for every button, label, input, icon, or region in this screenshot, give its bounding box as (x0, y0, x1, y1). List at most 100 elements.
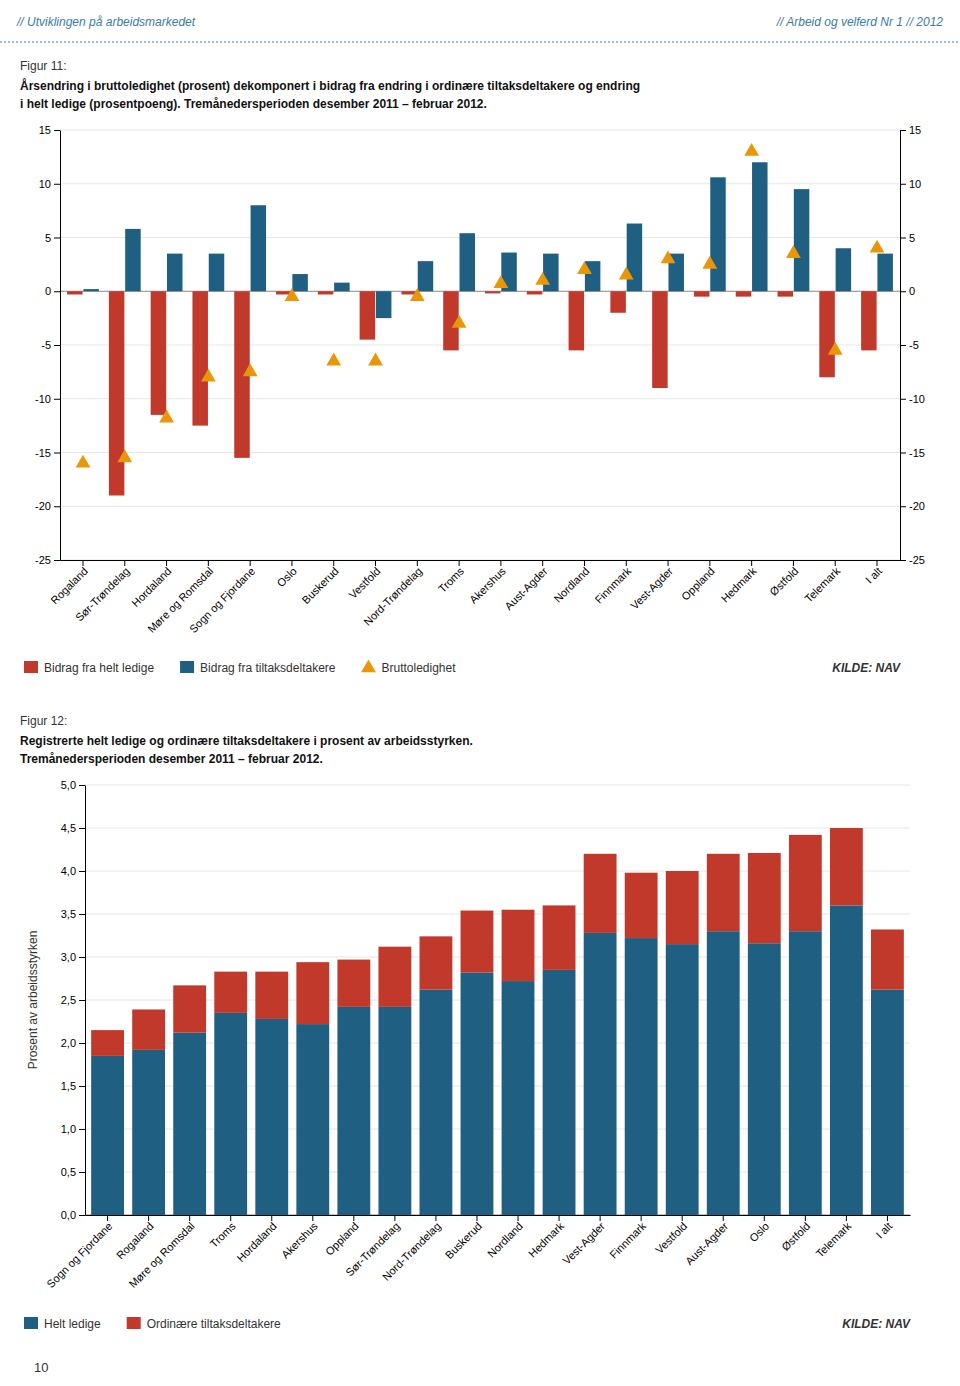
legend-label: Ordinære tiltaksdeltakere (147, 1317, 281, 1331)
grid-line (85, 871, 910, 872)
point-series (76, 143, 885, 468)
tick-mark (208, 560, 209, 566)
legend-label: Helt ledige (44, 1317, 101, 1331)
tick-mark (584, 560, 585, 566)
tick-mark (54, 506, 60, 507)
tick: -15 (35, 447, 60, 459)
legend-item: Bidrag fra tiltaksdeltakere (180, 661, 336, 675)
bar (861, 291, 876, 350)
tick-mark (459, 560, 460, 566)
grid-line (85, 1000, 910, 1001)
legend-item: Helt ledige (24, 1317, 101, 1331)
title: Figur 12: (20, 714, 67, 728)
tick-mark (518, 1215, 519, 1221)
tick: 0,5 (61, 1166, 85, 1178)
grid-line (85, 957, 910, 958)
legend-swatch (180, 661, 194, 673)
tick-label: Rogaland (114, 1220, 156, 1262)
tick-label: Nord-Trøndelag (361, 565, 424, 628)
x-axis: RogalandSør-TrøndelagHordalandMøre og Ro… (48, 560, 900, 635)
tick: Møre og Romsdal (126, 1215, 196, 1290)
bar (214, 972, 247, 1013)
grid-line (60, 345, 900, 346)
tick-label: Sogn og Fjordane (187, 565, 257, 635)
tick-label: Vestfold (653, 1220, 689, 1256)
grid-line (60, 398, 900, 399)
tick-label: Nord-Trøndelag (380, 1220, 443, 1283)
tick-label: Hedmark (526, 1219, 566, 1259)
tick: 1,0 (61, 1123, 85, 1135)
bar (625, 938, 658, 1215)
legend: Helt ledige Ordinære tiltaksdeltakere (24, 1317, 281, 1331)
tick-label: -10 (909, 393, 925, 405)
tick-label: 1,0 (61, 1123, 76, 1135)
bar (819, 291, 834, 377)
bar (584, 854, 617, 933)
tick-label: Aust-Agder (683, 1220, 731, 1268)
bar (707, 931, 740, 1215)
grid-line (85, 1129, 910, 1130)
bar (627, 224, 642, 292)
bar (167, 254, 182, 292)
bar (871, 990, 904, 1215)
tick-mark (54, 399, 60, 400)
tick-label: Møre og Romsdal (126, 1220, 196, 1290)
point (159, 410, 174, 423)
header-rule (0, 42, 960, 43)
bar (420, 936, 453, 989)
tick-mark (682, 1215, 683, 1221)
tick: -5 (900, 339, 919, 351)
tick-mark (79, 914, 85, 915)
grid (60, 130, 900, 560)
y-axis-title: Prosent av arbeidsstyrken (26, 931, 40, 1070)
footer: 10 (34, 1360, 48, 1375)
tick-mark (148, 1215, 149, 1221)
legend-item: Bruttoledighet (361, 659, 456, 675)
tick: Telemark (813, 1215, 853, 1260)
tick: Troms (207, 1215, 238, 1250)
tick: -20 (35, 500, 60, 512)
tick-mark (435, 1215, 436, 1221)
tick-mark (54, 130, 60, 131)
tick-mark (54, 453, 60, 454)
bar (376, 291, 391, 318)
tick: 15 (900, 124, 921, 136)
tick-mark (54, 291, 60, 292)
legend-label: Bidrag fra helt ledige (44, 661, 154, 675)
bar (292, 274, 307, 291)
tick-mark (805, 1215, 806, 1221)
tick-mark (79, 1172, 85, 1173)
tick: 2,0 (61, 1037, 85, 1049)
tick-mark (900, 453, 906, 454)
tick: Østfold (779, 1215, 812, 1253)
tick-label: Sør-Trøndelag (73, 565, 132, 624)
tick-label: Rogaland (48, 565, 90, 607)
bar (151, 291, 166, 415)
bar (569, 291, 584, 350)
tick-label: Vest-Agder (560, 1220, 607, 1267)
tick: Telemark (802, 560, 842, 605)
tick-mark (79, 1000, 85, 1001)
grid-line (60, 452, 900, 453)
legend-swatch (127, 1317, 141, 1329)
tick: Oppland (679, 560, 717, 603)
tick-label: Buskerud (299, 565, 340, 606)
point (744, 143, 759, 156)
point (577, 261, 592, 274)
bar-series (83, 162, 893, 318)
tick-label: Hordaland (129, 565, 173, 609)
tick: 2,5 (61, 994, 85, 1006)
tick-label: Akershus (467, 564, 508, 605)
bar (666, 944, 699, 1215)
legend-swatch (24, 1317, 38, 1329)
bar (752, 162, 767, 291)
tick-label: -25 (35, 554, 51, 566)
bar (337, 1007, 370, 1215)
tick-mark (641, 1215, 642, 1221)
tick: 0 (45, 285, 60, 297)
bar (460, 233, 475, 291)
tick: 1,5 (61, 1080, 85, 1092)
tick: Nord-Trøndelag (380, 1215, 443, 1283)
tick: Hedmark (526, 1215, 566, 1260)
tick-mark (476, 1215, 477, 1221)
